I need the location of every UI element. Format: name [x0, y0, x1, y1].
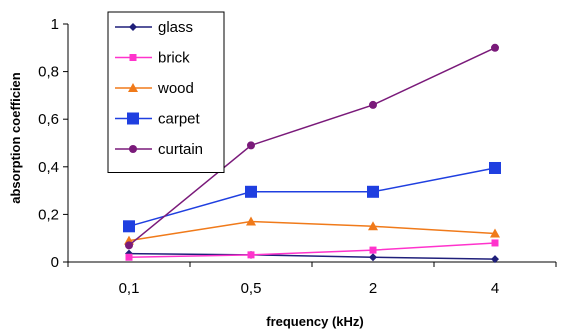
data-point-curtain [491, 43, 499, 52]
legend-label: brick [158, 50, 190, 67]
x-tick-label: 2 [369, 280, 377, 297]
data-point-wood [246, 216, 256, 226]
legend: glass brick wood carpet curtain [107, 11, 225, 173]
legend-label: curtain [158, 141, 203, 158]
series-wood [124, 216, 500, 245]
data-point-brick [247, 251, 255, 259]
legend-label: glass [158, 19, 193, 36]
x-tick-label: 0,5 [241, 280, 262, 297]
legend-item-glass: glass [115, 19, 193, 36]
data-point-carpet [489, 161, 501, 174]
legend-swatch-marker [129, 145, 137, 153]
data-point-glass [125, 249, 133, 258]
x-tick-label: 4 [491, 280, 499, 297]
legend-item-curtain: curtain [115, 141, 203, 158]
y-tick-label: 0,6 [38, 111, 59, 128]
data-point-glass [369, 253, 377, 262]
legend-swatch-marker [129, 54, 137, 61]
legend-swatch-marker [128, 83, 138, 92]
x-tick-label: 0,1 [119, 280, 140, 297]
series-carpet [123, 161, 501, 233]
data-point-curtain [369, 100, 377, 109]
legend-swatch-marker [129, 23, 137, 31]
data-point-brick [491, 239, 499, 247]
data-point-wood [490, 228, 500, 238]
data-point-carpet [245, 185, 257, 198]
legend-item-brick: brick [115, 50, 190, 67]
y-tick-label: 0,4 [38, 159, 59, 176]
x-axis-title: frequency (kHz) [266, 314, 364, 329]
y-tick-label: 0,2 [38, 206, 59, 223]
legend-label: carpet [158, 111, 201, 128]
x-axis-ticks: 0,1 0,5 2 4 [67, 262, 557, 297]
data-point-carpet [123, 220, 135, 233]
data-point-glass [491, 255, 499, 264]
y-tick-label: 0,8 [38, 64, 59, 81]
series-line-wood [128, 220, 496, 242]
series-brick [125, 239, 499, 261]
series-line-glass [128, 252, 496, 260]
data-point-brick [369, 246, 377, 254]
legend-item-carpet: carpet [115, 111, 201, 128]
legend-swatch-marker [127, 112, 139, 125]
data-point-carpet [367, 185, 379, 198]
y-axis-ticks: 0 0,2 0,4 0,6 0,8 1 [38, 16, 68, 271]
data-point-brick [125, 253, 133, 261]
y-axis-title: absorption coefficien [8, 72, 23, 204]
series-layer [123, 43, 501, 264]
data-point-wood [368, 221, 378, 231]
y-tick-label: 1 [51, 16, 59, 33]
legend-item-wood: wood [115, 80, 194, 97]
series-line-curtain [128, 47, 496, 246]
legend-label: wood [157, 80, 194, 97]
data-point-curtain [125, 241, 133, 250]
series-curtain [125, 43, 499, 250]
data-point-curtain [247, 141, 255, 150]
legend-box [107, 11, 225, 173]
y-tick-label: 0 [51, 254, 59, 271]
series-line-brick [128, 242, 496, 258]
series-line-carpet [128, 167, 496, 228]
